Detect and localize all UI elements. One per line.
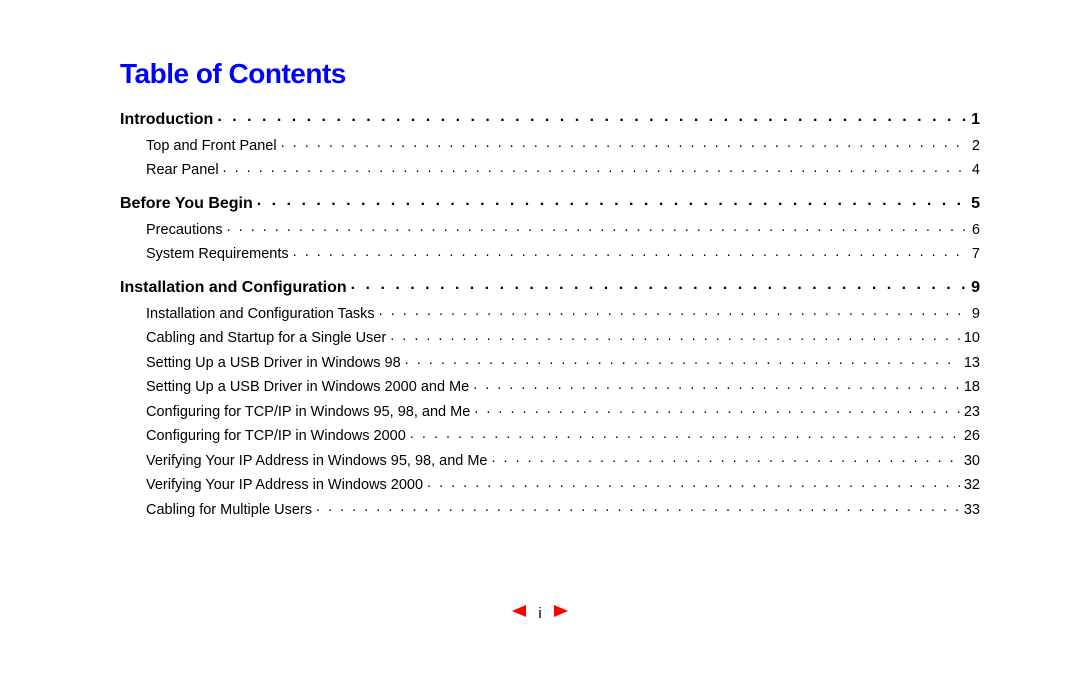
toc-sub-page: 7 — [972, 246, 980, 262]
toc-section-label: Before You Begin — [120, 195, 253, 213]
toc-sub-item[interactable]: Cabling and Startup for a Single User 10 — [146, 328, 980, 347]
toc-leader — [405, 352, 960, 367]
toc-section-label: Installation and Configuration — [120, 279, 347, 297]
toc-sub-item[interactable]: Verifying Your IP Address in Windows 200… — [146, 475, 980, 494]
toc-leader — [473, 377, 960, 392]
toc-leader — [223, 160, 968, 175]
toc-leader — [379, 303, 968, 318]
toc-sub-label: Configuring for TCP/IP in Windows 95, 98… — [146, 404, 470, 420]
toc-leader — [410, 426, 960, 441]
toc-sub-page: 6 — [972, 222, 980, 238]
toc-sub-label: Top and Front Panel — [146, 138, 277, 154]
prev-arrow-icon[interactable] — [512, 604, 526, 622]
toc-sub-label: Cabling for Multiple Users — [146, 502, 312, 518]
toc-leader — [351, 276, 967, 292]
toc-sub-label: Setting Up a USB Driver in Windows 98 — [146, 355, 401, 371]
toc-sub-label: Verifying Your IP Address in Windows 200… — [146, 477, 423, 493]
toc-sub-item[interactable]: Installation and Configuration Tasks 9 — [146, 303, 980, 322]
next-arrow-icon[interactable] — [554, 604, 568, 622]
toc-sub-label: Verifying Your IP Address in Windows 95,… — [146, 453, 488, 469]
page-title: Table of Contents — [120, 58, 980, 90]
toc-leader — [427, 475, 960, 490]
toc-section-page: 5 — [971, 195, 980, 213]
toc-sub-page: 18 — [964, 379, 980, 395]
toc-leader — [474, 401, 960, 416]
toc-sub-item[interactable]: Configuring for TCP/IP in Windows 2000 26 — [146, 426, 980, 445]
toc-sub-item[interactable]: Setting Up a USB Driver in Windows 98 13 — [146, 352, 980, 371]
footer-navigation: i — [0, 604, 1080, 622]
toc-sub-item[interactable]: Top and Front Panel 2 — [146, 135, 980, 154]
toc-sub-item[interactable]: Setting Up a USB Driver in Windows 2000 … — [146, 377, 980, 396]
toc-section[interactable]: Before You Begin 5 — [120, 192, 980, 213]
toc-sub-page: 2 — [972, 138, 980, 154]
toc-leader — [257, 192, 967, 208]
toc-page: Table of Contents Introduction 1 Top and F… — [0, 0, 1080, 544]
toc-leader — [293, 244, 968, 259]
toc-sub-label: System Requirements — [146, 246, 289, 262]
toc-sub-page: 9 — [972, 306, 980, 322]
toc-sub-page: 23 — [964, 404, 980, 420]
toc-sub-page: 26 — [964, 428, 980, 444]
toc-leader — [217, 108, 967, 124]
toc-leader — [316, 499, 960, 514]
toc-sub-item[interactable]: Rear Panel 4 — [146, 160, 980, 179]
toc-leader — [227, 219, 968, 234]
toc-sub-label: Setting Up a USB Driver in Windows 2000 … — [146, 379, 469, 395]
toc-sub-page: 32 — [964, 477, 980, 493]
toc-leader — [492, 450, 960, 465]
toc-section-page: 1 — [971, 111, 980, 129]
toc-leader — [390, 328, 960, 343]
page-number-label: i — [538, 605, 541, 622]
toc-sub-page: 4 — [972, 162, 980, 178]
toc-sub-page: 10 — [964, 330, 980, 346]
toc-section-label: Introduction — [120, 111, 213, 129]
toc-leader — [281, 135, 968, 150]
toc-sub-item[interactable]: Configuring for TCP/IP in Windows 95, 98… — [146, 401, 980, 420]
toc-sub-page: 13 — [964, 355, 980, 371]
toc-sub-label: Precautions — [146, 222, 223, 238]
toc-sub-item[interactable]: System Requirements 7 — [146, 244, 980, 263]
toc-sub-item[interactable]: Verifying Your IP Address in Windows 95,… — [146, 450, 980, 469]
toc-sub-label: Rear Panel — [146, 162, 219, 178]
toc-section[interactable]: Introduction 1 — [120, 108, 980, 129]
toc-sub-label: Cabling and Startup for a Single User — [146, 330, 386, 346]
table-of-contents: Introduction 1 Top and Front Panel 2 Rear Pa… — [120, 108, 980, 518]
toc-section[interactable]: Installation and Configuration 9 — [120, 276, 980, 297]
toc-section-page: 9 — [971, 279, 980, 297]
toc-sub-page: 30 — [964, 453, 980, 469]
toc-sub-label: Installation and Configuration Tasks — [146, 306, 375, 322]
toc-sub-item[interactable]: Precautions 6 — [146, 219, 980, 238]
toc-sub-page: 33 — [964, 502, 980, 518]
toc-sub-item[interactable]: Cabling for Multiple Users 33 — [146, 499, 980, 518]
toc-sub-label: Configuring for TCP/IP in Windows 2000 — [146, 428, 406, 444]
